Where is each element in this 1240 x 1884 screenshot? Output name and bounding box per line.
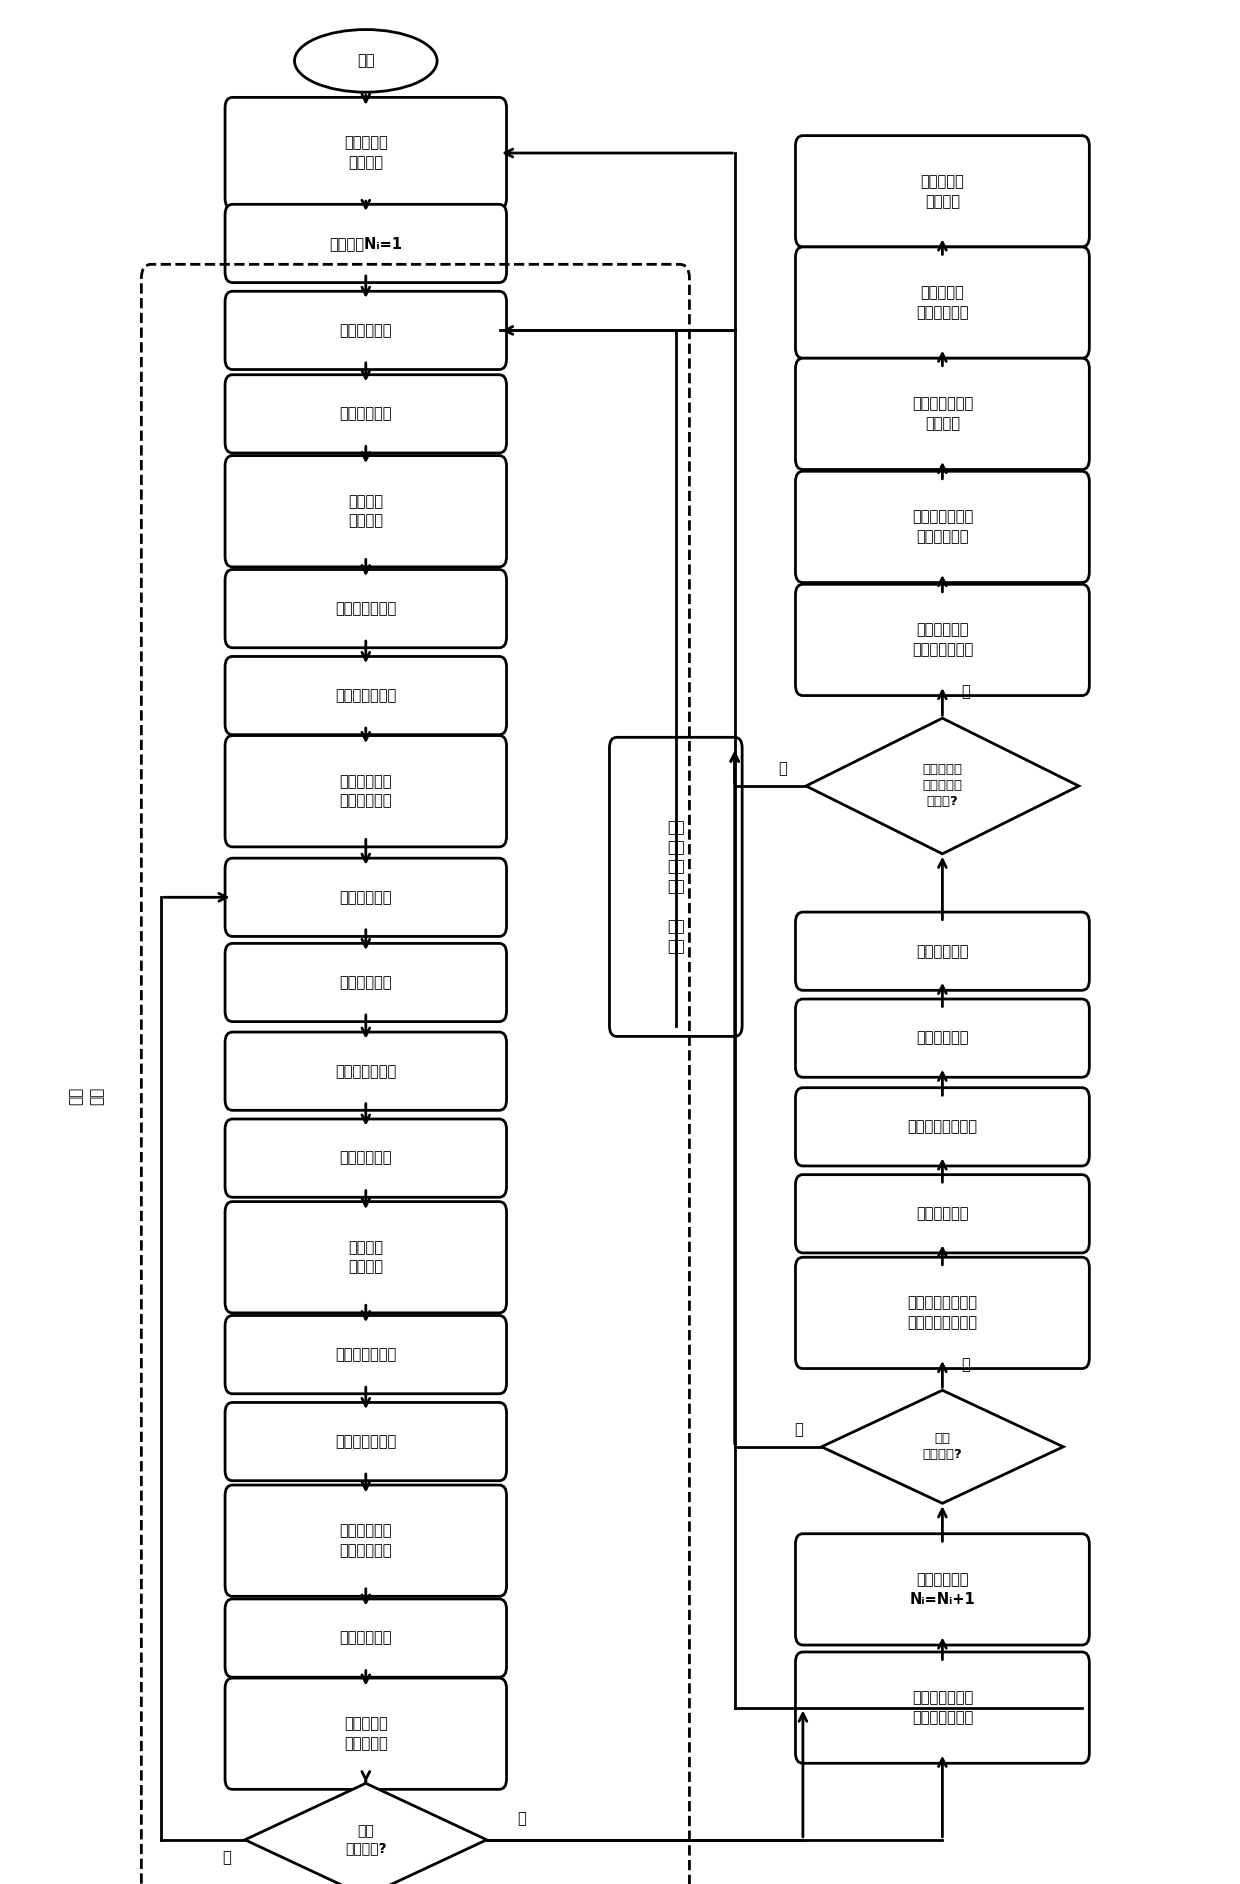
Text: 生成各信号分量
瞬时频率函数: 生成各信号分量 瞬时频率函数 (911, 509, 973, 544)
Text: 残差信号生成: 残差信号生成 (916, 1031, 968, 1046)
Polygon shape (244, 1784, 486, 1884)
Polygon shape (821, 1390, 1063, 1503)
Text: 开始: 开始 (357, 53, 374, 68)
FancyBboxPatch shape (796, 136, 1089, 247)
Text: 增大模型阶数
Nᵢ=Nᵢ+1: 增大模型阶数 Nᵢ=Nᵢ+1 (909, 1571, 976, 1607)
FancyBboxPatch shape (226, 944, 506, 1021)
Text: 残差能量计算: 残差能量计算 (916, 944, 968, 959)
Text: 否: 否 (222, 1850, 231, 1865)
FancyBboxPatch shape (796, 247, 1089, 358)
FancyBboxPatch shape (226, 1315, 506, 1394)
FancyBboxPatch shape (226, 1679, 506, 1790)
FancyBboxPatch shape (226, 735, 506, 848)
FancyBboxPatch shape (226, 375, 506, 452)
Text: 转移概率计算: 转移概率计算 (340, 889, 392, 904)
Text: 信号
分量
参数
记录

数目
累加: 信号 分量 参数 记录 数目 累加 (667, 820, 684, 953)
FancyBboxPatch shape (796, 1174, 1089, 1253)
Text: 模型阶数Nᵢ=1: 模型阶数Nᵢ=1 (330, 236, 402, 251)
Text: 根据优化参数
生成各信号分量: 根据优化参数 生成各信号分量 (911, 622, 973, 658)
Ellipse shape (294, 30, 436, 92)
FancyBboxPatch shape (796, 1087, 1089, 1166)
FancyBboxPatch shape (226, 656, 506, 735)
FancyBboxPatch shape (796, 1257, 1089, 1368)
FancyBboxPatch shape (226, 1600, 506, 1677)
Polygon shape (806, 718, 1079, 853)
Text: 否: 否 (779, 761, 787, 776)
Text: 蚂蚁位置更新: 蚂蚁位置更新 (340, 976, 392, 989)
FancyBboxPatch shape (796, 999, 1089, 1078)
FancyBboxPatch shape (226, 1402, 506, 1481)
FancyBboxPatch shape (226, 456, 506, 567)
FancyBboxPatch shape (226, 1032, 506, 1110)
FancyBboxPatch shape (226, 859, 506, 936)
Text: 信息素更新
适应度替换: 信息素更新 适应度替换 (343, 1716, 388, 1750)
FancyBboxPatch shape (796, 358, 1089, 469)
FancyBboxPatch shape (226, 98, 506, 209)
Text: 已达
最大阶数?: 已达 最大阶数? (923, 1432, 962, 1462)
Text: 是: 是 (961, 684, 970, 699)
Text: 是: 是 (517, 1811, 527, 1826)
FancyBboxPatch shape (796, 912, 1089, 991)
FancyBboxPatch shape (796, 471, 1089, 582)
FancyBboxPatch shape (226, 292, 506, 369)
Text: 适应度指标计算: 适应度指标计算 (335, 688, 397, 703)
FancyBboxPatch shape (796, 584, 1089, 695)
Text: 算法初始化
预设参数: 算法初始化 预设参数 (343, 136, 388, 170)
Text: 混频处理
共轭相乘: 混频处理 共轭相乘 (348, 494, 383, 529)
Text: 位置更新确认: 位置更新确认 (340, 1630, 392, 1645)
FancyBboxPatch shape (610, 737, 742, 1036)
FancyBboxPatch shape (226, 1202, 506, 1313)
Text: 产生初始蚁群: 产生初始蚁群 (340, 322, 392, 337)
FancyBboxPatch shape (226, 1119, 506, 1196)
Text: 参考函数生成: 参考函数生成 (340, 1151, 392, 1166)
Text: 适应度指标计算: 适应度指标计算 (335, 1434, 397, 1449)
FancyBboxPatch shape (226, 569, 506, 648)
Text: 生成各信号分量
时频分布: 生成各信号分量 时频分布 (911, 396, 973, 431)
Text: 本地最优更新
全局最优更新: 本地最优更新 全局最优更新 (340, 1524, 392, 1558)
Text: 蚁群
优化: 蚁群 优化 (68, 1087, 105, 1104)
Text: 确定最优模型阶数
确定最优模型参数: 确定最优模型阶数 确定最优模型参数 (908, 1296, 977, 1330)
Text: 快速逆傅里叶变换: 快速逆傅里叶变换 (908, 1119, 977, 1134)
Text: 各信号分量
时频分布累加: 各信号分量 时频分布累加 (916, 284, 968, 320)
Text: 混频处理
共轭相乘: 混频处理 共轭相乘 (348, 1240, 383, 1275)
FancyBboxPatch shape (226, 203, 506, 283)
Text: 频谱峰值置零: 频谱峰值置零 (916, 1206, 968, 1221)
Text: 本地最优更新
全局最优更新: 本地最优更新 全局最优更新 (340, 774, 392, 808)
Text: 是: 是 (961, 1356, 970, 1372)
Text: 快速傅里叶变换: 快速傅里叶变换 (335, 601, 397, 616)
FancyBboxPatch shape (796, 1534, 1089, 1645)
Text: 否: 否 (794, 1422, 804, 1437)
Text: 参考函数生成: 参考函数生成 (340, 407, 392, 422)
Text: 输出最终的
时频分布: 输出最终的 时频分布 (920, 173, 965, 209)
Text: 强制纠错与更新: 强制纠错与更新 (335, 1064, 397, 1080)
Text: 记录最优个体的
模型阶数及参数: 记录最优个体的 模型阶数及参数 (911, 1690, 973, 1726)
FancyBboxPatch shape (226, 1485, 506, 1596)
Text: 已达
优化周期?: 已达 优化周期? (345, 1824, 387, 1856)
FancyBboxPatch shape (796, 1652, 1089, 1763)
Text: 快速傅里叶变换: 快速傅里叶变换 (335, 1347, 397, 1362)
Text: 已达残差门
限或最大分
量数目?: 已达残差门 限或最大分 量数目? (923, 763, 962, 808)
